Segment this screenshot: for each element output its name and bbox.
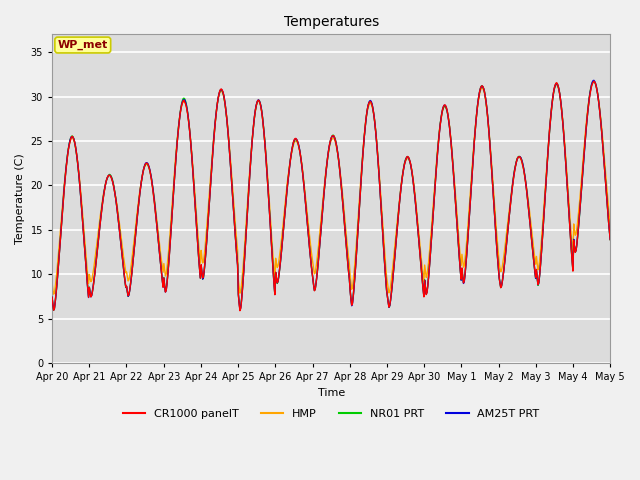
Title: Temperatures: Temperatures [284, 15, 379, 29]
Y-axis label: Temperature (C): Temperature (C) [15, 153, 25, 244]
Legend: CR1000 panelT, HMP, NR01 PRT, AM25T PRT: CR1000 panelT, HMP, NR01 PRT, AM25T PRT [118, 404, 544, 423]
Text: WP_met: WP_met [58, 40, 108, 50]
X-axis label: Time: Time [317, 388, 345, 397]
